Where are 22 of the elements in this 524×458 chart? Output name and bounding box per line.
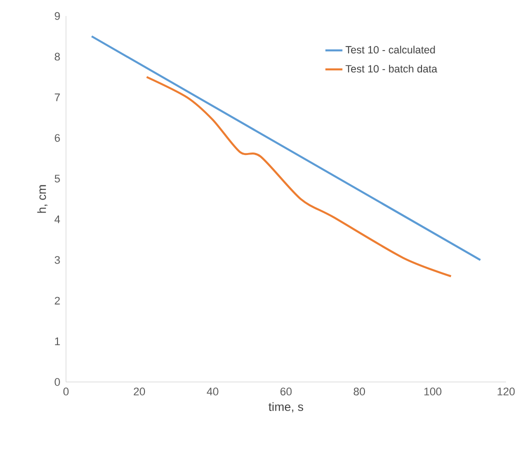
x-tick-label: 80 bbox=[354, 388, 365, 396]
x-tick-label: 40 bbox=[206, 388, 218, 396]
y-tick-label: 2 bbox=[54, 296, 60, 304]
legend-label: Test 10 - batch data bbox=[346, 64, 438, 73]
y-tick-label: 4 bbox=[54, 216, 60, 224]
x-tick-label: 0 bbox=[63, 388, 69, 396]
y-tick-label: 1 bbox=[55, 338, 60, 346]
y-tick-label: 6 bbox=[54, 134, 60, 142]
x-tick-label: 20 bbox=[134, 388, 145, 396]
x-tick-label: 100 bbox=[424, 388, 442, 396]
y-tick-label: 8 bbox=[54, 52, 60, 61]
legend-label: Test 10 - calculated bbox=[346, 46, 435, 54]
y-tick-label: 0 bbox=[54, 378, 60, 386]
x-tick-label: 60 bbox=[280, 388, 292, 396]
y-tick-label: 7 bbox=[54, 94, 60, 102]
line-series bbox=[146, 76, 452, 278]
y-tick-label: 5 bbox=[54, 174, 60, 182]
y-tick-label: 9 bbox=[54, 12, 60, 20]
x-axis-title: time, s bbox=[268, 402, 304, 412]
y-tick-label: 3 bbox=[54, 256, 60, 264]
x-tick-label: 120 bbox=[498, 388, 515, 396]
y-axis-title: h, cm bbox=[37, 185, 48, 213]
